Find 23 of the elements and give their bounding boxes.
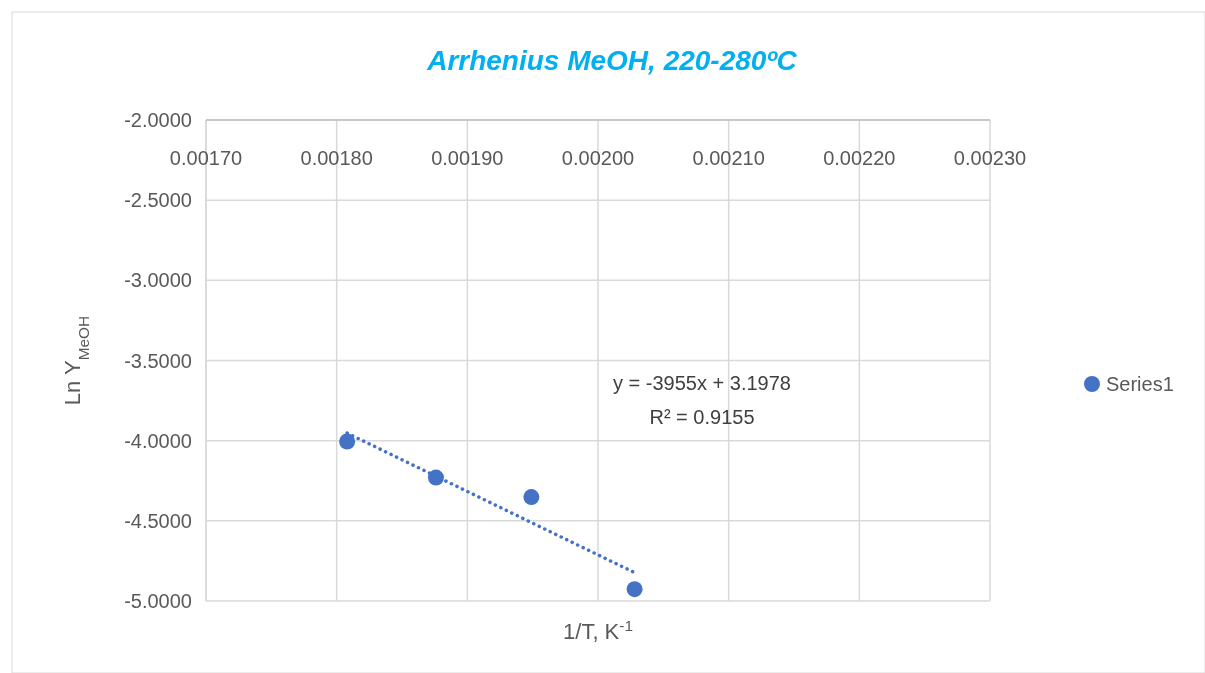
- point: [523, 489, 540, 506]
- y-tick-label: -2.5000: [124, 189, 192, 212]
- x-tick-label: 0.00200: [561, 147, 635, 169]
- y-tick-label: -4.5000: [124, 509, 192, 532]
- point: [339, 433, 356, 450]
- point: [427, 469, 444, 486]
- x-tick-label: 0.00180: [300, 147, 373, 169]
- chart-title: Arrhenius MeOH, 220-280ºC: [426, 45, 798, 76]
- annotation: R² = 0.9155: [649, 406, 755, 428]
- y-tick-label: -3.5000: [124, 349, 192, 372]
- point: [626, 581, 643, 598]
- y-tick-label: -3.0000: [124, 269, 192, 292]
- x-axis-title: 1/T, K$^{-1}$: [563, 616, 633, 644]
- legend-label: Series1: [1106, 373, 1174, 395]
- x-tick-label: 0.00190: [431, 147, 504, 169]
- annotation: y = -3955x + 3.1978: [613, 372, 791, 394]
- x-tick-label: 0.00210: [692, 147, 765, 169]
- x-tick-label: 0.00230: [953, 147, 1027, 169]
- x-tick-label: 0.00170: [169, 147, 243, 169]
- x-tick-label: 0.00220: [823, 147, 896, 169]
- y-tick-label: -2.0000: [124, 109, 192, 131]
- y-tick-label: -4.0000: [124, 429, 192, 452]
- y-tick-label: -5.0000: [124, 590, 192, 612]
